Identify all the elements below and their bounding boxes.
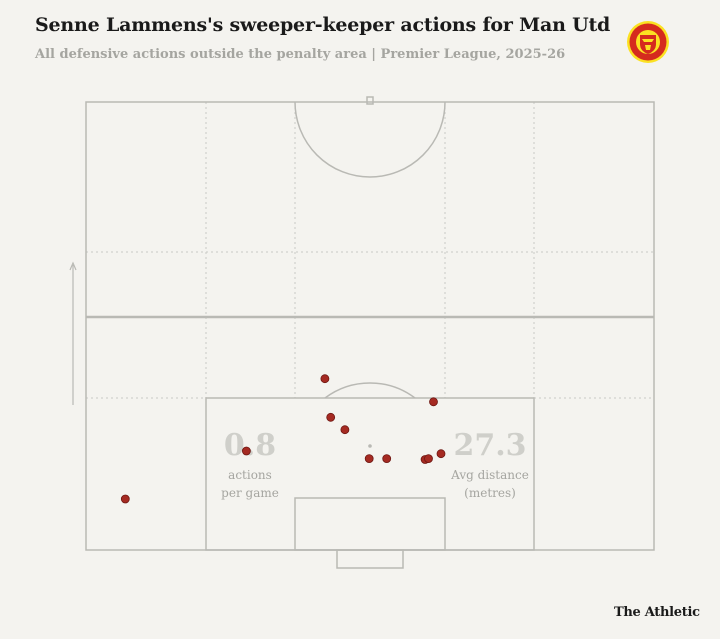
action-point-10 — [429, 397, 438, 407]
actions-label-line2: per game — [221, 486, 279, 500]
action-point-6 — [364, 454, 374, 464]
chart-subtitle: All defensive actions outside the penalt… — [35, 47, 566, 62]
pitch-markings — [85, 96, 655, 569]
pitch-outline — [85, 101, 655, 551]
action-point-7 — [382, 454, 392, 464]
center-circle-arc — [294, 101, 446, 178]
penalty-spot — [368, 444, 372, 448]
action-point-3 — [320, 374, 330, 384]
actions-value: 0.8 — [224, 428, 276, 463]
action-point-4 — [326, 412, 336, 422]
action-point-9 — [424, 454, 433, 464]
distance-label-line1: Avg distance — [450, 468, 529, 482]
action-point-1 — [120, 494, 130, 504]
stat-distance: 27.3 Avg distance (metres) — [450, 428, 529, 500]
man-utd-crest-icon — [627, 21, 669, 63]
stat-actions: 0.8 actions per game — [221, 428, 279, 500]
crest-devil — [645, 45, 651, 50]
distance-value: 27.3 — [453, 428, 526, 463]
arrow-head — [69, 261, 77, 271]
action-point-11 — [436, 449, 446, 459]
six-yard-box — [294, 497, 446, 551]
chart-title: Senne Lammens's sweeper-keeper actions f… — [35, 14, 611, 36]
publisher-logo: The Athletic — [614, 605, 700, 620]
distance-label-line2: (metres) — [464, 486, 516, 500]
actions-label-line1: actions — [228, 468, 272, 482]
goal — [336, 549, 404, 569]
grid-lines — [86, 102, 654, 399]
penalty-arc — [324, 382, 416, 399]
action-point-2 — [241, 446, 251, 456]
attack-direction-arrow — [69, 261, 77, 405]
action-points — [120, 374, 446, 504]
opposition-goal-marker — [366, 96, 374, 105]
crest-ship — [642, 39, 654, 42]
action-point-5 — [340, 425, 350, 435]
